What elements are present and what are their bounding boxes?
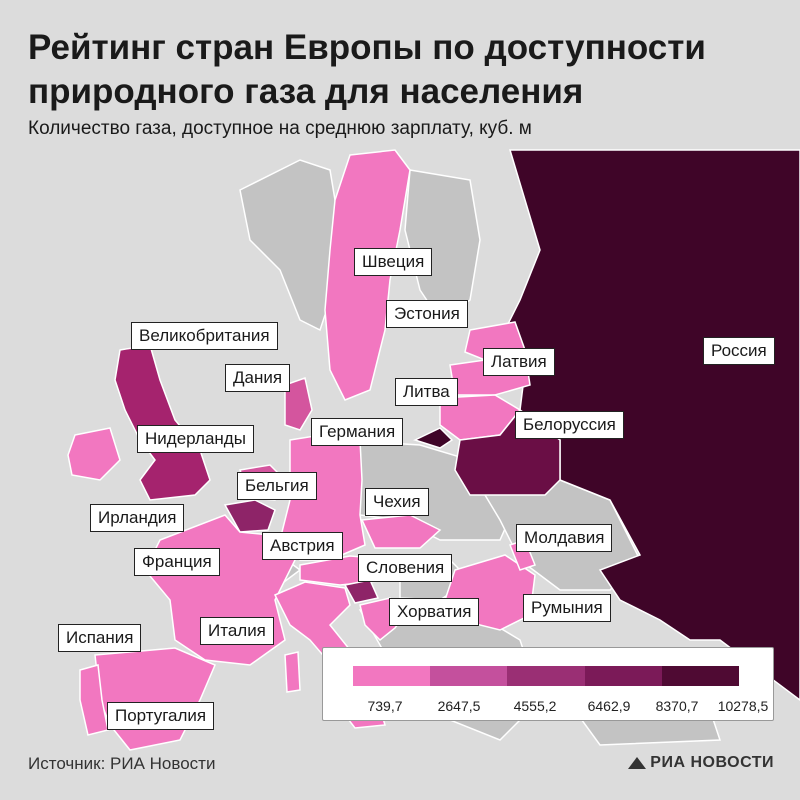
label-czech: Чехия — [365, 488, 429, 516]
label-uk: Великобритания — [131, 322, 278, 350]
legend-seg-1 — [353, 666, 431, 686]
label-portugal: Португалия — [107, 702, 215, 730]
legend-seg-2 — [430, 666, 508, 686]
land-finland — [404, 169, 481, 322]
region-portugal — [79, 664, 109, 736]
page-title: Рейтинг стран Европы по доступности прир… — [28, 28, 706, 111]
label-france: Франция — [134, 548, 220, 576]
legend-tick-4: 6462,9 — [587, 698, 631, 714]
label-denmark: Дания — [225, 364, 291, 392]
legend-tick-1: 739,7 — [367, 698, 403, 714]
region-slovenia — [343, 579, 380, 604]
legend-tick-3: 4555,2 — [513, 698, 557, 714]
brand-logo: РИА НОВОСТИ — [628, 754, 774, 772]
label-belarus: Белоруссия — [515, 411, 624, 439]
label-sweden: Швеция — [354, 248, 433, 276]
legend-tick-6: 10278,5 — [717, 698, 769, 714]
source-note: Источник: РИА Новости — [28, 754, 216, 773]
label-netherlands: Нидерланды — [137, 425, 254, 453]
label-slovenia: Словения — [358, 554, 453, 582]
label-lithuania: Литва — [395, 378, 458, 406]
label-spain: Испания — [58, 624, 142, 652]
label-germany: Германия — [311, 418, 404, 446]
legend-color-bar — [353, 666, 740, 686]
brand-text: РИА НОВОСТИ — [650, 754, 774, 771]
label-russia: Россия — [703, 337, 775, 365]
label-moldova: Молдавия — [516, 524, 613, 552]
page-subtitle: Количество газа, доступное на среднюю за… — [28, 118, 532, 139]
label-belgium: Бельгия — [237, 472, 317, 500]
label-croatia: Хорватия — [389, 598, 480, 626]
label-estonia: Эстония — [386, 300, 468, 328]
region-belgium — [223, 499, 276, 533]
legend-seg-4 — [584, 666, 662, 686]
label-ireland: Ирландия — [90, 504, 185, 532]
region-ireland — [67, 427, 121, 481]
region-denmark — [284, 377, 313, 431]
label-latvia: Латвия — [483, 348, 555, 376]
legend-tick-5: 8370,7 — [655, 698, 699, 714]
ria-logo-icon — [628, 757, 647, 769]
label-austria: Австрия — [262, 532, 343, 560]
color-legend: 739,7 2647,5 4555,2 6462,9 8370,7 10278,… — [322, 647, 774, 721]
region-kaliningrad — [412, 427, 454, 449]
label-romania: Румыния — [523, 594, 611, 622]
legend-seg-3 — [507, 666, 585, 686]
label-italy: Италия — [200, 617, 274, 645]
region-sardinia — [284, 651, 301, 693]
region-spain — [94, 647, 216, 751]
legend-seg-5 — [661, 666, 740, 686]
region-uk — [114, 344, 211, 501]
legend-tick-2: 2647,5 — [437, 698, 481, 714]
